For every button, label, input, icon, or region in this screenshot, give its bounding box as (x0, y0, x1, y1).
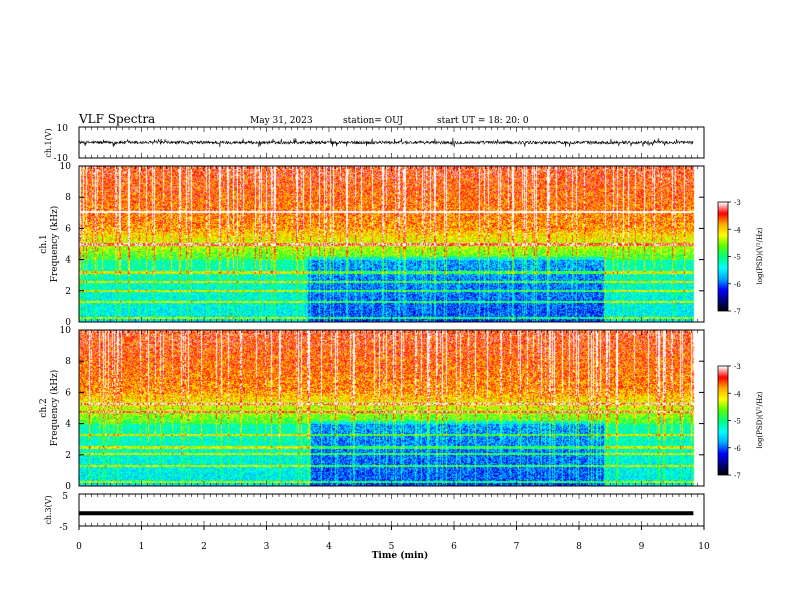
ch1-channel-label: ch.1 (39, 234, 49, 253)
frequency-tick-label: 8 (65, 193, 71, 203)
frequency-tick-label: 4 (65, 420, 71, 430)
ch2-spectrogram-panel: 0 2 4 6 8 10 ch.2 Frequency (kHz) (39, 326, 705, 492)
colorbar-tick-label: -7 (734, 472, 741, 480)
frequency-tick-label: 2 (65, 451, 71, 461)
figure-date: May 31, 2023 (250, 116, 313, 126)
ch3-waveform-panel: 5 -5 ch.3(V) (44, 492, 705, 533)
colorbar-tick-label: -7 (734, 308, 741, 316)
ch2-colorbar-gradient (718, 366, 728, 475)
ch1-ytick-top: 10 (57, 124, 69, 134)
frequency-tick-label: 2 (65, 287, 71, 297)
ch1-frequency-ylabel: Frequency (kHz) (49, 206, 60, 283)
ch1-spectrogram-canvas (79, 166, 704, 322)
colorbar-tick-label: -4 (734, 226, 741, 234)
time-axis-tick-label: 9 (639, 542, 645, 552)
colorbar-tick-label: -3 (734, 363, 741, 371)
time-axis-tick-label: 6 (451, 542, 457, 552)
ch1-spectrogram-panel: 0 2 4 6 8 10 ch.1 Frequency (kHz) (39, 162, 705, 328)
colorbar-tick-label: -6 (734, 281, 741, 289)
time-axis-tick-label: 5 (389, 542, 395, 552)
time-axis: 0 1 2 3 4 5 6 7 8 9 10 (76, 127, 710, 552)
frequency-tick-label: 10 (60, 326, 72, 336)
time-axis-tick-label: 10 (698, 542, 710, 552)
colorbar-tick-label: -5 (734, 418, 741, 426)
ch1-colorbar-label: log(PSD)(V²/Hz) (756, 227, 764, 284)
frequency-tick-label: 6 (65, 224, 71, 234)
frequency-tick-label: 0 (65, 482, 71, 492)
ch2-colorbar-label: log(PSD)(V²/Hz) (756, 391, 764, 448)
ch2-spectrogram-canvas (79, 330, 704, 486)
frequency-tick-label: 6 (65, 388, 71, 398)
frequency-tick-label: 8 (65, 357, 71, 367)
colorbar-tick-label: -4 (734, 390, 741, 398)
frequency-tick-label: 10 (60, 162, 72, 172)
ch1-colorbar-gradient (718, 202, 728, 311)
colorbar-tick-label: -6 (734, 445, 741, 453)
ch3-ytick-top: 5 (62, 492, 68, 502)
frequency-tick-label: 4 (65, 256, 71, 266)
time-axis-tick-label: 8 (576, 542, 582, 552)
ch3-waveform-ylabel: ch.3(V) (44, 495, 53, 524)
time-axis-tick-label: 2 (201, 542, 207, 552)
ch2-colorbar: -3 -4 -5 -6 -7 log(PSD)(V²/Hz) (717, 363, 764, 480)
ch1-ytick-bottom: -10 (54, 154, 69, 164)
ch1-waveform-panel: 10 -10 ch.1(V) (44, 124, 705, 164)
colorbar-tick-label: -3 (734, 199, 741, 207)
ch1-colorbar: -3 -4 -5 -6 -7 log(PSD)(V²/Hz) (717, 199, 764, 316)
figure-title: VLF Spectra (78, 112, 155, 126)
time-axis-tick-label: 3 (264, 542, 270, 552)
ch1-waveform-ylabel: ch.1(V) (44, 128, 53, 157)
figure-station: station= OUJ (343, 116, 403, 126)
ch3-ytick-bottom: -5 (59, 523, 68, 533)
time-axis-tick-label: 0 (76, 542, 82, 552)
frequency-tick-label: 0 (65, 318, 71, 328)
figure-start-time: start UT = 18: 20: 0 (437, 116, 529, 126)
time-axis-label: Time (min) (372, 550, 429, 561)
colorbar-tick-label: -5 (734, 254, 741, 262)
time-axis-tick-label: 1 (139, 542, 145, 552)
time-axis-tick-label: 4 (326, 542, 332, 552)
ch1-waveform-trace (78, 137, 694, 148)
ch2-channel-label: ch.2 (39, 398, 49, 417)
time-axis-tick-label: 7 (514, 542, 520, 552)
ch2-frequency-ylabel: Frequency (kHz) (49, 370, 60, 447)
